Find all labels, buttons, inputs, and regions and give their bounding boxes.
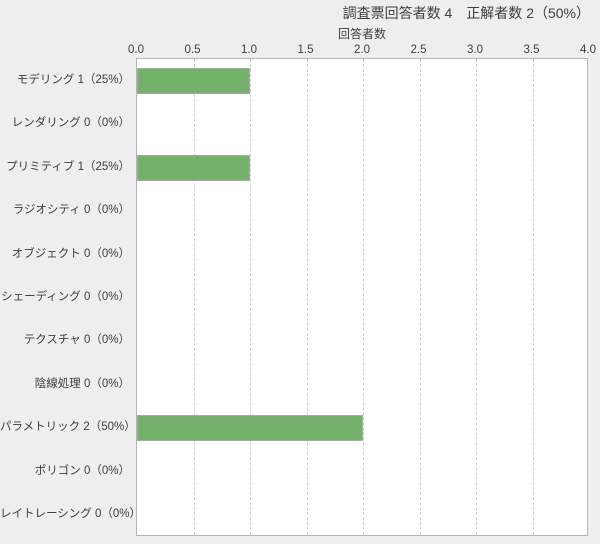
x-tick-label: 0.0 <box>128 44 144 56</box>
chart-gridline <box>306 59 308 535</box>
chart-plot-area <box>136 58 588 536</box>
category-label: シェーディング 0（0%） <box>1 291 130 303</box>
x-tick-label: 3.0 <box>467 44 483 56</box>
chart-gridline <box>419 59 421 535</box>
category-label: レイトレーシング 0（0%） <box>0 508 141 521</box>
chart-bar <box>137 415 363 442</box>
x-tick-label: 2.5 <box>410 44 427 56</box>
x-tick-label: 0.5 <box>184 44 201 56</box>
category-label: モデリング 1（25%） <box>16 73 130 86</box>
x-tick-label: 4.0 <box>580 44 596 56</box>
category-label: プリミティブ 1（25%） <box>6 160 130 173</box>
category-label: ラジオシティ 0（0%） <box>12 204 130 217</box>
x-tick-label: 2.0 <box>354 44 370 56</box>
chart-gridline <box>250 59 251 535</box>
chart-gridline <box>193 59 195 535</box>
x-axis-title: 回答者数 <box>337 27 386 41</box>
chart-bar <box>137 154 250 181</box>
chart-gridline <box>532 59 534 535</box>
x-axis-tick-labels: 0.0 0.5 1.0 1.5 2.0 2.5 3.0 3.5 4.0 <box>0 42 600 58</box>
y-axis-category-labels: モデリング 1（25%） レンダリング 0（0%） プリミティブ 1（25%） ラジオ… <box>0 58 141 536</box>
category-label: ポリゴン 0（0%） <box>34 464 130 477</box>
chart-gridline <box>363 59 364 535</box>
x-tick-label: 1.5 <box>297 44 314 56</box>
x-tick-label: 3.5 <box>523 44 540 56</box>
x-tick-label: 1.0 <box>241 44 257 56</box>
category-label: レンダリング 0（0%） <box>11 117 130 130</box>
category-label: テクスチャ 0（0%） <box>23 334 130 347</box>
category-label: オブジェクト 0（0%） <box>11 247 130 260</box>
category-label: 陰線処理 0（0%） <box>34 377 130 390</box>
survey-summary-header: 調査票回答者数 4 正解者数 2（50%） <box>342 5 590 21</box>
category-label: パラメトリック 2（50%） <box>0 421 136 434</box>
chart-bar <box>137 67 250 94</box>
chart-gridline <box>476 59 477 535</box>
